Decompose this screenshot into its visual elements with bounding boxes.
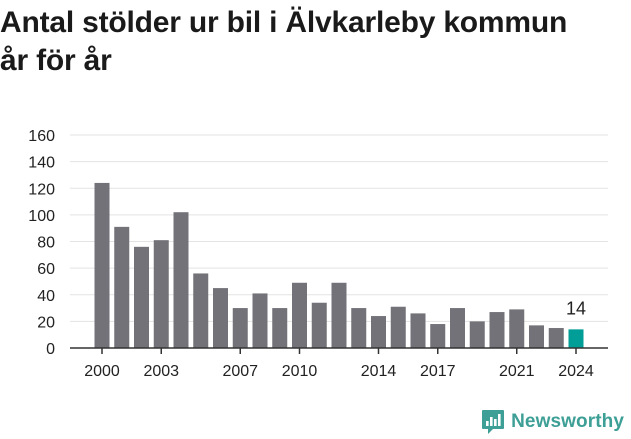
- bar-2006: [213, 288, 228, 348]
- bar-2022: [529, 325, 544, 348]
- x-tick-label-2021: 2021: [499, 363, 535, 380]
- bar-2017: [430, 324, 446, 348]
- x-tick-label-2024: 2024: [558, 363, 594, 380]
- brand-footer: Newsworthy: [481, 406, 624, 438]
- y-tick-label-140: 140: [28, 155, 55, 172]
- chart-title: Antal stölder ur bil i Älvkarleby kommun…: [0, 6, 568, 77]
- bar-2008: [252, 293, 268, 348]
- y-tick-label-100: 100: [28, 208, 55, 225]
- y-tick-label-160: 160: [28, 128, 55, 145]
- x-tick-label-2014: 2014: [361, 363, 397, 380]
- bar-2023: [548, 328, 564, 348]
- y-tick-label-0: 0: [46, 341, 55, 358]
- bar-2018: [450, 308, 465, 348]
- bar-2011: [311, 302, 327, 348]
- annotations: 14: [566, 298, 586, 318]
- y-tick-label-60: 60: [37, 261, 55, 278]
- bar-2007: [232, 308, 248, 348]
- x-tick-label-2010: 2010: [282, 363, 318, 380]
- bar-2024: [568, 329, 584, 348]
- bar-2012: [331, 282, 347, 348]
- x-axis-tick-labels: 2000 2003 2007 2010 2014 2017 2021 2024: [84, 363, 594, 380]
- bars: [94, 182, 584, 349]
- brand-name: Newsworthy: [511, 411, 624, 432]
- x-axis: [70, 347, 608, 354]
- bar-2016: [410, 313, 426, 348]
- y-tick-label-20: 20: [37, 314, 55, 331]
- bar-2015: [390, 306, 406, 348]
- bar-2005: [193, 273, 209, 348]
- y-tick-label-40: 40: [37, 288, 55, 305]
- bar-2004: [173, 212, 189, 348]
- y-axis-tick-labels: 0 20 40 60 80 100 120 140 160: [28, 128, 55, 358]
- x-tick-label-2007: 2007: [222, 363, 258, 380]
- bar-2013: [351, 308, 367, 348]
- bar-2001: [114, 226, 130, 348]
- bar-2000: [94, 182, 110, 348]
- x-tick-label-2003: 2003: [143, 363, 179, 380]
- bar-2009: [272, 308, 288, 348]
- x-tick-label-2000: 2000: [84, 363, 120, 380]
- value-label-2024: 14: [566, 298, 586, 318]
- newsworthy-logo-icon: [482, 410, 505, 434]
- x-tick-label-2017: 2017: [420, 363, 456, 380]
- gridlines: [70, 134, 608, 322]
- bar-2010: [292, 282, 307, 348]
- bar-2021: [509, 309, 525, 348]
- bar-2019: [469, 321, 485, 349]
- bar-2003: [153, 240, 169, 348]
- bar-2020: [489, 312, 505, 348]
- y-tick-label-120: 120: [28, 181, 55, 198]
- y-tick-label-80: 80: [37, 235, 55, 252]
- bar-2014: [371, 316, 386, 348]
- bar-2002: [134, 246, 149, 348]
